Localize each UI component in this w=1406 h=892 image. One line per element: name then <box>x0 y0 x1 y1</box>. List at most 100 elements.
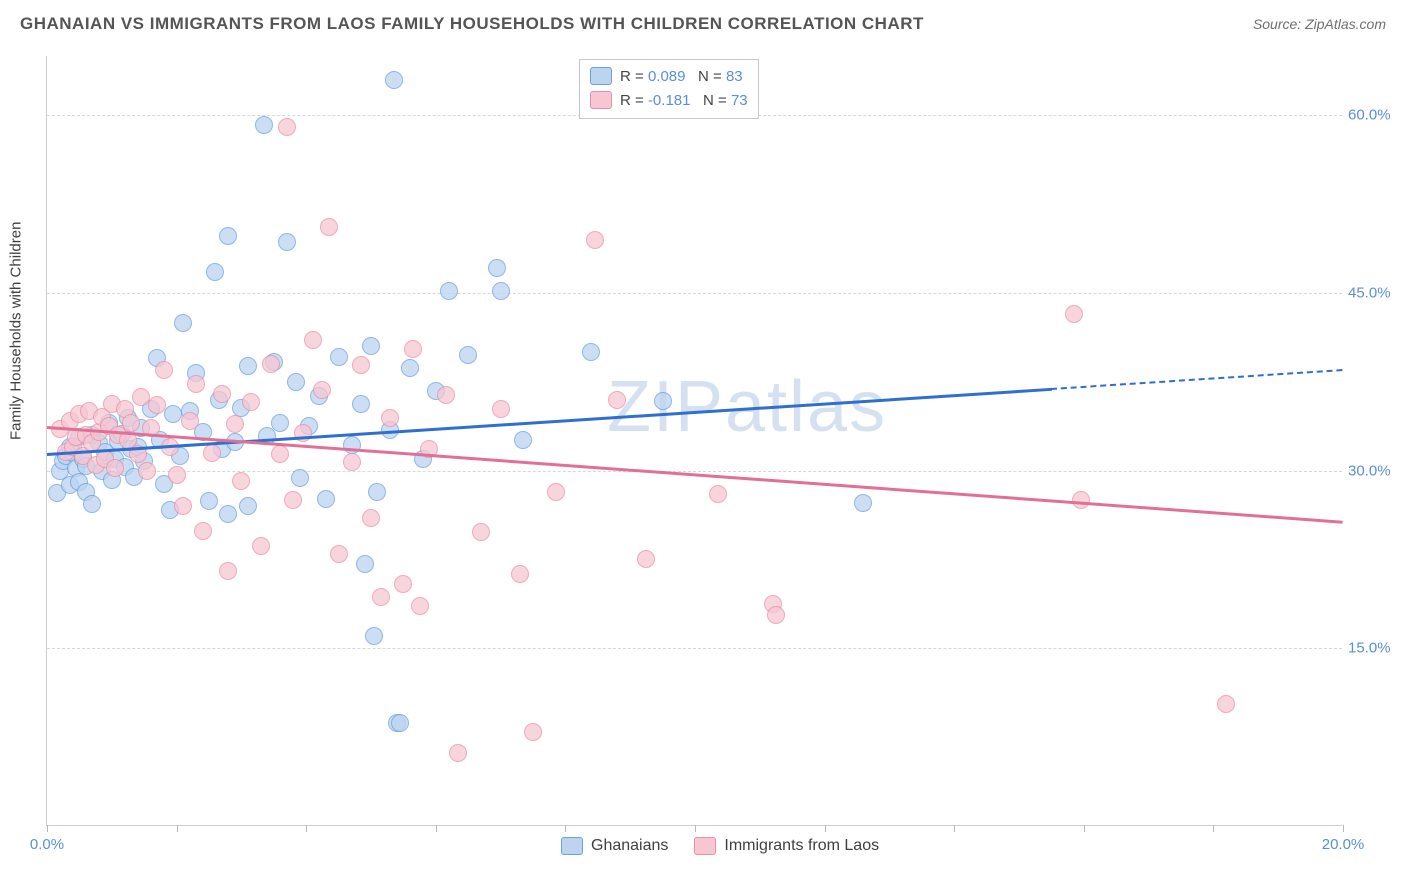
source-attribution: Source: ZipAtlas.com <box>1253 16 1386 32</box>
data-point-ghanaians <box>291 469 309 487</box>
chart-header: GHANAIAN VS IMMIGRANTS FROM LAOS FAMILY … <box>0 0 1406 48</box>
data-point-laos <box>352 356 370 374</box>
data-point-ghanaians <box>582 343 600 361</box>
xtick <box>695 825 696 832</box>
data-point-laos <box>174 497 192 515</box>
data-point-ghanaians <box>278 233 296 251</box>
data-point-ghanaians <box>514 431 532 449</box>
data-point-ghanaians <box>287 373 305 391</box>
data-point-laos <box>219 562 237 580</box>
data-point-laos <box>372 588 390 606</box>
y-axis-label: Family Households with Children <box>8 222 25 440</box>
data-point-laos <box>608 391 626 409</box>
data-point-laos <box>313 381 331 399</box>
data-point-laos <box>637 550 655 568</box>
data-point-laos <box>252 537 270 555</box>
data-point-ghanaians <box>239 357 257 375</box>
data-point-laos <box>168 466 186 484</box>
data-point-ghanaians <box>352 395 370 413</box>
data-point-laos <box>155 361 173 379</box>
data-point-ghanaians <box>174 314 192 332</box>
xtick <box>177 825 178 832</box>
data-point-laos <box>547 483 565 501</box>
data-point-laos <box>437 386 455 404</box>
data-point-laos <box>472 523 490 541</box>
ytick-label: 60.0% <box>1348 107 1400 124</box>
xtick <box>306 825 307 832</box>
data-point-laos <box>394 575 412 593</box>
xtick <box>954 825 955 832</box>
data-point-ghanaians <box>365 627 383 645</box>
data-point-laos <box>709 485 727 503</box>
data-point-laos <box>411 597 429 615</box>
data-point-ghanaians <box>385 71 403 89</box>
xtick-label: 0.0% <box>30 836 64 853</box>
data-point-ghanaians <box>488 259 506 277</box>
xtick <box>1343 825 1344 832</box>
data-point-ghanaians <box>401 359 419 377</box>
series-swatch-ghanaians <box>561 837 583 855</box>
data-point-ghanaians <box>356 555 374 573</box>
data-point-laos <box>1065 305 1083 323</box>
data-point-ghanaians <box>459 346 477 364</box>
legend-swatch-laos <box>590 91 612 109</box>
xtick <box>47 825 48 832</box>
trend-line <box>1051 369 1343 390</box>
series-label-ghanaians: Ghanaians <box>591 837 668 855</box>
data-point-ghanaians <box>239 497 257 515</box>
data-point-laos <box>232 472 250 490</box>
xtick-label: 20.0% <box>1322 836 1365 853</box>
data-point-ghanaians <box>271 414 289 432</box>
series-swatch-laos <box>694 837 716 855</box>
data-point-laos <box>271 445 289 463</box>
data-point-laos <box>106 459 124 477</box>
data-point-laos <box>203 444 221 462</box>
data-point-ghanaians <box>83 495 101 513</box>
data-point-ghanaians <box>391 714 409 732</box>
data-point-laos <box>122 414 140 432</box>
data-point-laos <box>194 522 212 540</box>
data-point-laos <box>381 409 399 427</box>
series-legend-entry-ghanaians: Ghanaians <box>561 837 668 855</box>
data-point-laos <box>148 396 166 414</box>
data-point-ghanaians <box>854 494 872 512</box>
data-point-ghanaians <box>200 492 218 510</box>
correlation-legend: R = 0.089 N = 83 R = -0.181 N = 73 <box>579 59 759 119</box>
data-point-laos <box>284 491 302 509</box>
data-point-ghanaians <box>255 116 273 134</box>
gridline-h <box>47 293 1342 294</box>
data-point-laos <box>511 565 529 583</box>
data-point-laos <box>586 231 604 249</box>
data-point-ghanaians <box>317 490 335 508</box>
data-point-ghanaians <box>362 337 380 355</box>
data-point-laos <box>1217 695 1235 713</box>
data-point-laos <box>362 509 380 527</box>
data-point-ghanaians <box>492 282 510 300</box>
data-point-laos <box>767 606 785 624</box>
data-point-ghanaians <box>206 263 224 281</box>
data-point-laos <box>492 400 510 418</box>
legend-row-ghanaians: R = 0.089 N = 83 <box>590 64 748 88</box>
legend-stats-laos: R = -0.181 N = 73 <box>620 92 748 109</box>
legend-row-laos: R = -0.181 N = 73 <box>590 88 748 112</box>
data-point-laos <box>242 393 260 411</box>
data-point-laos <box>187 375 205 393</box>
legend-stats-ghanaians: R = 0.089 N = 83 <box>620 68 743 85</box>
chart-title: GHANAIAN VS IMMIGRANTS FROM LAOS FAMILY … <box>20 14 924 34</box>
data-point-laos <box>138 462 156 480</box>
scatter-plot-area: ZIPatlas 15.0%30.0%45.0%60.0%0.0%20.0%R … <box>46 56 1342 826</box>
data-point-laos <box>181 412 199 430</box>
data-point-laos <box>262 355 280 373</box>
data-point-ghanaians <box>654 392 672 410</box>
xtick <box>825 825 826 832</box>
xtick <box>1084 825 1085 832</box>
data-point-ghanaians <box>368 483 386 501</box>
series-label-laos: Immigrants from Laos <box>724 837 879 855</box>
xtick <box>1213 825 1214 832</box>
data-point-ghanaians <box>440 282 458 300</box>
data-point-laos <box>524 723 542 741</box>
data-point-laos <box>304 331 322 349</box>
data-point-laos <box>278 118 296 136</box>
data-point-laos <box>343 453 361 471</box>
data-point-laos <box>226 415 244 433</box>
